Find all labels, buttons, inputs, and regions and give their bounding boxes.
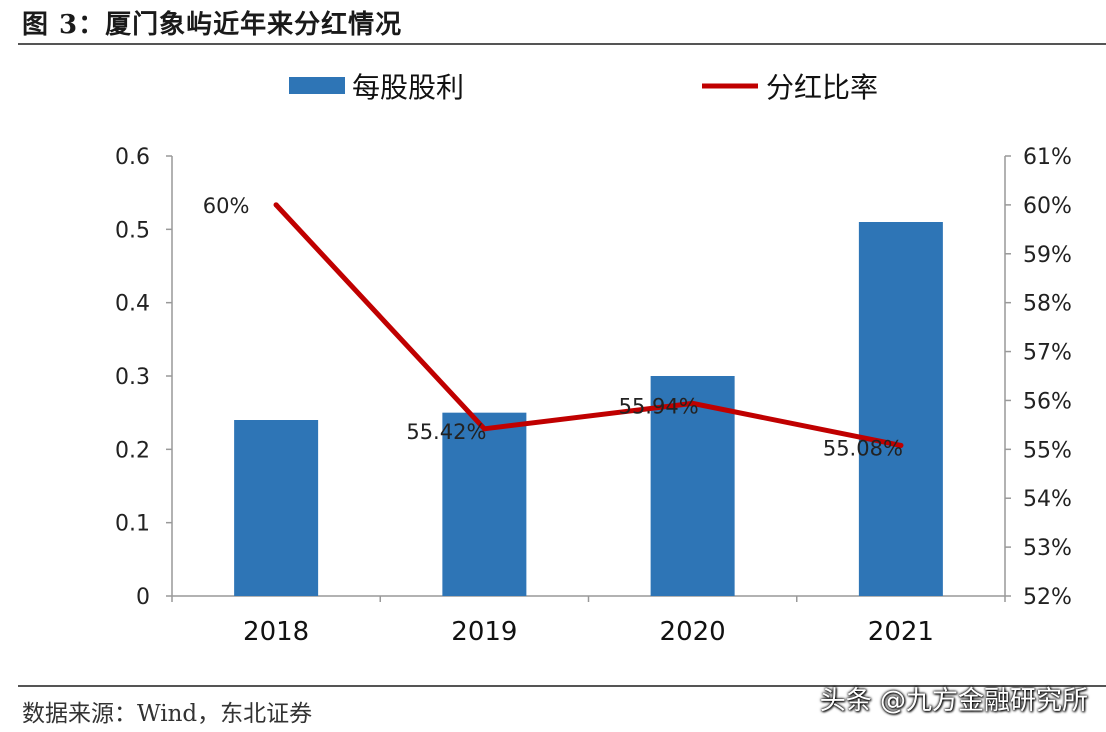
legend: 每股股利 分红比率 [289, 71, 878, 104]
line-point [690, 400, 696, 406]
right-tick-label: 55% [1023, 438, 1072, 463]
figure-title: 图 3：厦门象屿近年来分红情况 [22, 10, 403, 40]
x-tick-label: 2021 [868, 617, 934, 647]
right-tick-label: 57% [1023, 341, 1072, 366]
x-tick-label: 2019 [451, 617, 517, 647]
legend-label-dividend-per-share: 每股股利 [352, 71, 464, 104]
data-label: 55.08% [823, 436, 903, 460]
line-point [273, 202, 279, 208]
right-tick-label: 59% [1023, 243, 1072, 268]
right-tick-label: 58% [1023, 292, 1072, 317]
right-tick-label: 52% [1023, 585, 1072, 610]
left-tick-label: 0.4 [115, 292, 150, 317]
axes: 0 0.1 0.2 0.3 0.4 0.5 0.6 52% 53% 54% 55% 56% 57% 58%… [115, 145, 1072, 647]
right-tick-label: 61% [1023, 145, 1072, 170]
line-series [273, 202, 904, 448]
left-tick-label: 0.1 [115, 512, 150, 537]
right-tick-label: 56% [1023, 389, 1072, 414]
left-tick-label: 0.3 [115, 365, 150, 390]
bar [650, 376, 735, 596]
data-label: 60% [203, 194, 250, 218]
payout-ratio-line [273, 202, 904, 448]
x-tick-label: 2020 [660, 617, 726, 647]
legend-swatch-dividend-per-share [289, 77, 345, 94]
legend-label-payout-ratio: 分红比率 [766, 71, 878, 104]
line-point [898, 442, 904, 448]
data-labels: 60% 55.42% 55.94% 55.08% [203, 194, 903, 461]
watermark: 头条 @九方金融研究所 [819, 686, 1088, 716]
left-tick-label: 0.6 [115, 145, 150, 170]
top-rule [18, 43, 1106, 45]
right-tick-label: 60% [1023, 194, 1072, 219]
source-note: 数据来源：Wind，东北证券 [22, 701, 313, 727]
bar-series [234, 222, 943, 596]
left-tick-label: 0 [136, 585, 150, 610]
bar [858, 222, 943, 596]
data-label: 55.42% [406, 420, 486, 444]
bar [442, 412, 527, 596]
x-tick-label: 2018 [243, 617, 309, 647]
bar [234, 420, 319, 596]
bottom-rule [18, 685, 1106, 687]
left-tick-label: 0.2 [115, 438, 150, 463]
line-point [481, 426, 487, 432]
data-label: 55.94% [619, 394, 699, 418]
left-tick-label: 0.5 [115, 218, 150, 243]
right-tick-label: 54% [1023, 487, 1072, 512]
right-tick-label: 53% [1023, 536, 1072, 561]
